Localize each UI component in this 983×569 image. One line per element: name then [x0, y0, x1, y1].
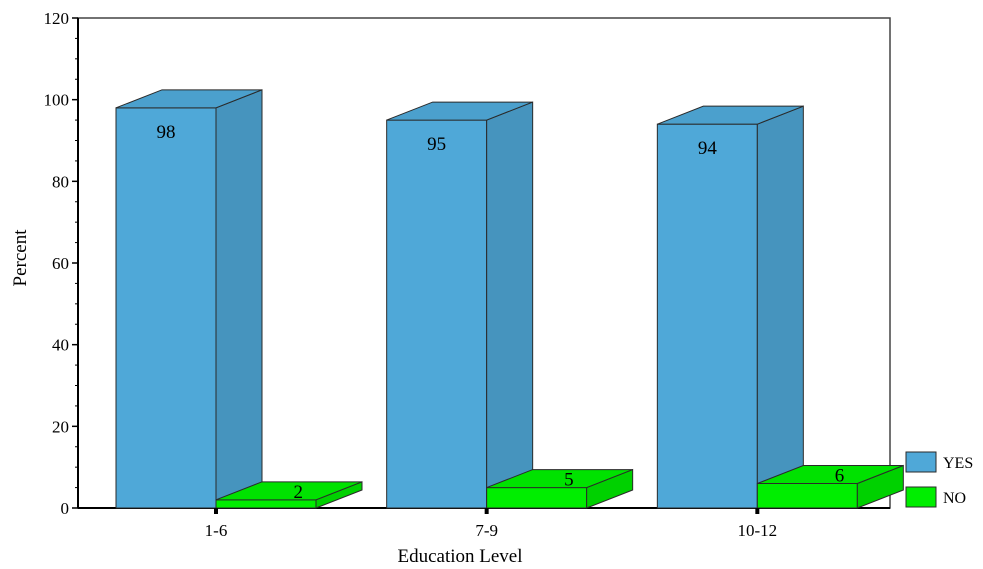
y-axis-title: Percent — [10, 229, 31, 287]
bar-top — [386, 101, 533, 121]
y-tick-label: 120 — [44, 9, 70, 28]
bar-front — [486, 487, 588, 509]
bar-no-10-12: 6 — [756, 464, 904, 509]
legend: YES NO — [905, 451, 973, 508]
legend-item-no: NO — [905, 486, 966, 508]
data-label: 2 — [293, 482, 303, 503]
legend-swatch — [905, 451, 937, 473]
bar-top — [757, 465, 904, 484]
bar-no-1-6: 2 — [215, 481, 363, 509]
legend-label: NO — [943, 490, 966, 507]
data-label: 94 — [698, 138, 718, 159]
bars: 98 2 95 5 94 6 — [115, 89, 904, 509]
bar-front — [656, 123, 758, 509]
y-axis-ticks: 0 20 40 60 80 100 120 — [44, 9, 78, 518]
y-tick-label: 20 — [52, 417, 69, 436]
y-tick-label: 100 — [44, 91, 70, 110]
y-tick-label: 40 — [52, 336, 69, 355]
bar-side — [215, 89, 263, 509]
bar-side — [756, 105, 804, 509]
y-tick-label: 60 — [52, 254, 69, 273]
x-axis-ticks: 1-6 7-9 10-12 — [205, 508, 777, 540]
bar-yes-7-9: 95 — [386, 101, 534, 509]
bar-front — [756, 483, 858, 509]
data-label: 95 — [427, 134, 446, 155]
data-label: 98 — [157, 122, 176, 143]
bar-top — [657, 105, 804, 125]
y-tick-label: 80 — [52, 172, 69, 191]
bar-yes-1-6: 98 — [115, 89, 263, 509]
bar-top — [115, 89, 263, 109]
legend-item-yes: YES — [905, 451, 973, 473]
bar-top — [215, 481, 363, 501]
x-axis-title: Education Level — [397, 546, 522, 567]
bar-front — [115, 107, 217, 509]
bar-no-7-9: 5 — [486, 468, 634, 509]
legend-swatch — [905, 486, 937, 508]
bar-yes-10-12: 94 — [656, 105, 804, 509]
x-tick-label: 1-6 — [205, 521, 228, 540]
x-tick-label: 10-12 — [737, 521, 777, 540]
legend-label: YES — [943, 455, 973, 472]
data-label: 5 — [564, 470, 574, 491]
data-label: 6 — [835, 466, 845, 487]
bar-side — [486, 101, 534, 509]
y-tick-label: 0 — [61, 499, 70, 518]
x-tick-label: 7-9 — [475, 521, 498, 540]
bar-top — [486, 469, 633, 489]
bar-front — [386, 119, 488, 509]
